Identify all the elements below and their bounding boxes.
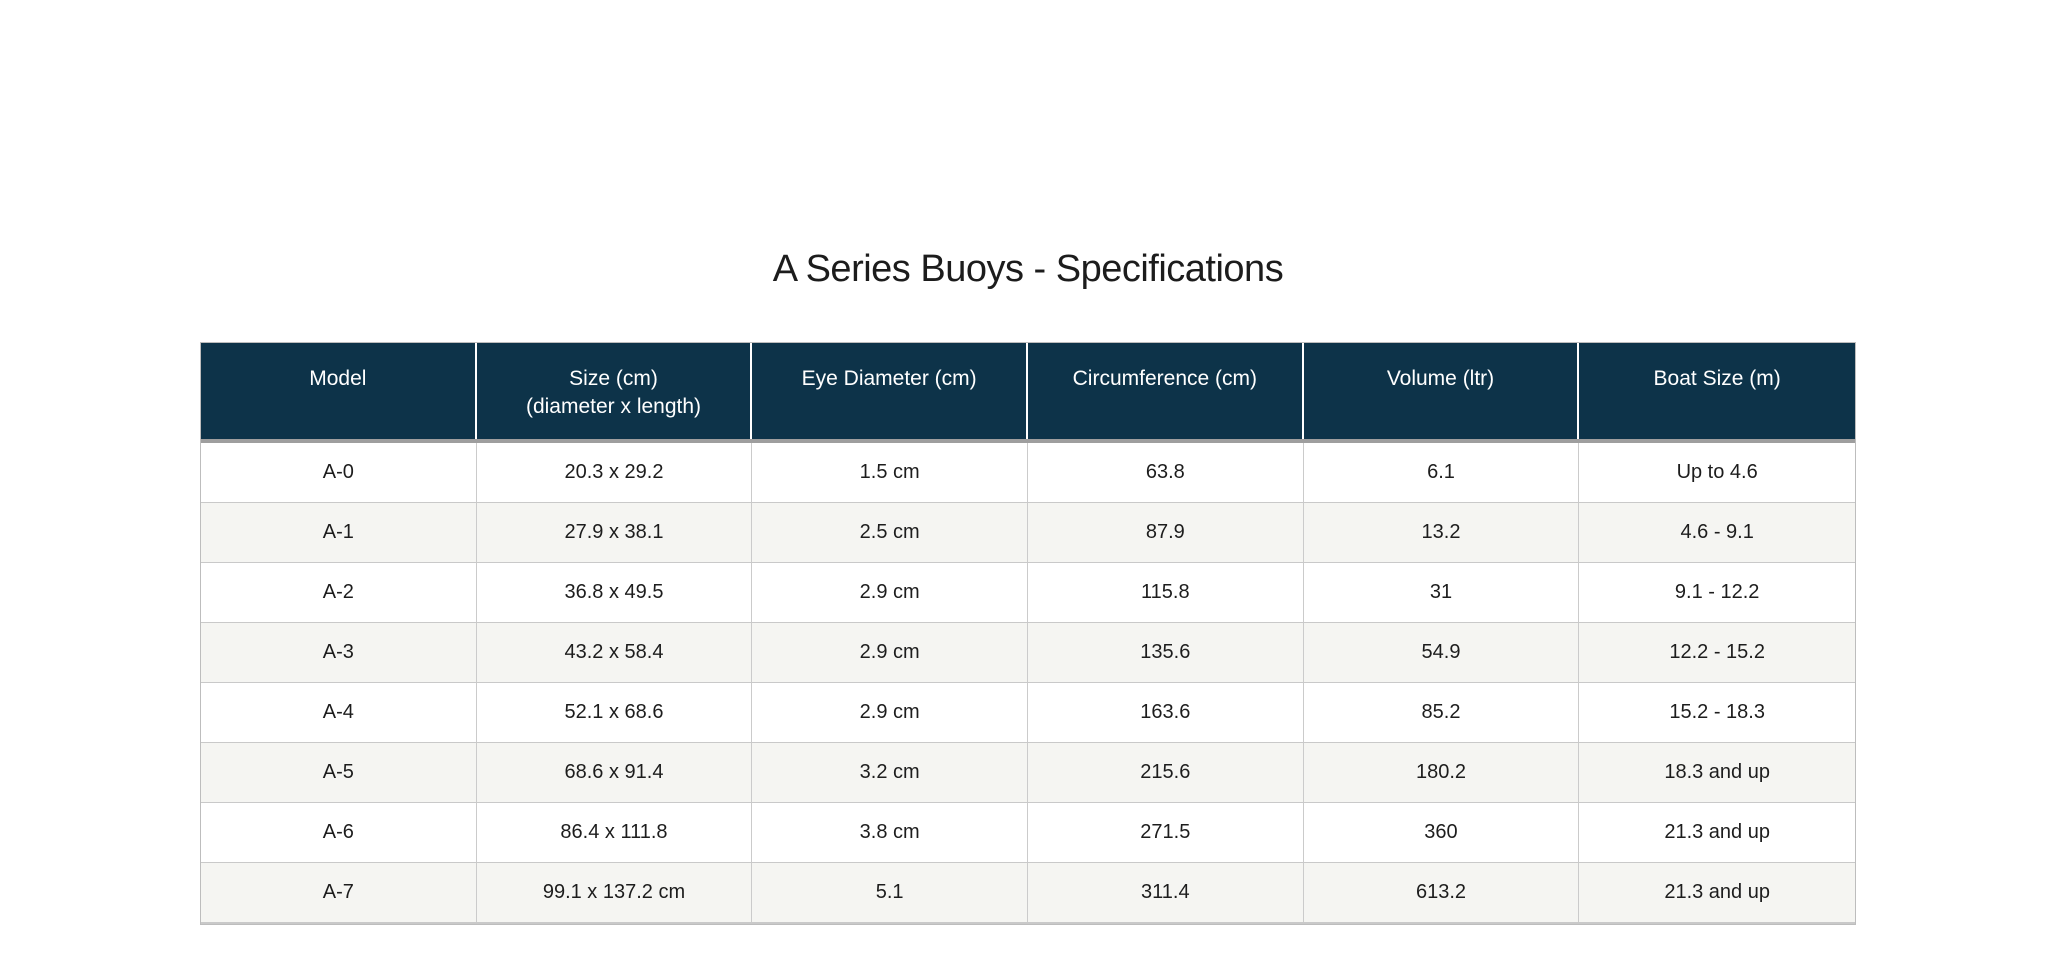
table-cell: 54.9 — [1304, 623, 1580, 682]
header-label: Model — [309, 367, 367, 390]
header-label: Volume (ltr) — [1386, 367, 1495, 390]
header-label: Size (cm) — [569, 367, 658, 390]
table-row: A-4 52.1 x 68.6 2.9 cm 163.6 85.2 15.2 -… — [201, 683, 1855, 743]
table-cell: 613.2 — [1304, 863, 1580, 922]
header-cell-eye-diameter: Eye Diameter (cm) — [752, 343, 1028, 439]
table-cell: A-2 — [201, 563, 477, 622]
table-cell: 31 — [1304, 563, 1580, 622]
table-cell: 311.4 — [1028, 863, 1304, 922]
table-cell: 360 — [1304, 803, 1580, 862]
header-cell-boat-size: Boat Size (m) — [1579, 343, 1855, 439]
table-cell: 86.4 x 111.8 — [477, 803, 753, 862]
table-cell: A-6 — [201, 803, 477, 862]
header-cell-size: Size (cm) (diameter x length) — [477, 343, 753, 439]
table-cell: 180.2 — [1304, 743, 1580, 802]
header-label: Boat Size (m) — [1653, 367, 1781, 390]
table-cell: 135.6 — [1028, 623, 1304, 682]
table-cell: 21.3 and up — [1664, 821, 1770, 843]
table-cell: 115.8 — [1028, 563, 1304, 622]
table-cell: A-5 — [201, 743, 477, 802]
table-cell: 43.2 x 58.4 — [477, 623, 753, 682]
table-cell: 3.2 cm — [752, 743, 1028, 802]
table-cell: A-4 — [201, 683, 477, 742]
table-cell: 15.2 - 18.3 — [1669, 701, 1765, 723]
table-cell: 63.8 — [1028, 443, 1304, 502]
table-cell: A-7 — [201, 863, 477, 922]
table-cell: 215.6 — [1028, 743, 1304, 802]
table-cell: 2.9 cm — [752, 563, 1028, 622]
table-cell: 52.1 x 68.6 — [477, 683, 753, 742]
table-cell: A-0 — [201, 443, 477, 502]
table-cell: 13.2 — [1304, 503, 1580, 562]
spec-table: Model Size (cm) (diameter x length) Eye … — [200, 342, 1856, 925]
table-cell: 9.1 - 12.2 — [1674, 581, 1760, 603]
header-cell-volume: Volume (ltr) — [1304, 343, 1580, 439]
table-cell: 3.8 cm — [752, 803, 1028, 862]
table-cell: 271.5 — [1028, 803, 1304, 862]
page-title: A Series Buoys - Specifications — [772, 248, 1284, 290]
header-sublabel: (diameter x length) — [525, 395, 702, 418]
table-cell: 36.8 x 49.5 — [477, 563, 753, 622]
header-cell-model: Model — [201, 343, 477, 439]
table-row: A-6 86.4 x 111.8 3.8 cm 271.5 360 21.3 a… — [201, 803, 1855, 863]
table-row: A-7 99.1 x 137.2 cm 5.1 311.4 613.2 21.3… — [201, 863, 1855, 924]
table-cell: 2.9 cm — [752, 683, 1028, 742]
table-cell: Up to 4.6 — [1676, 461, 1758, 483]
table-cell: 1.5 cm — [752, 443, 1028, 502]
table-cell: 4.6 - 9.1 — [1680, 521, 1754, 543]
table-cell: 5.1 — [752, 863, 1028, 922]
table-row: A-1 27.9 x 38.1 2.5 cm 87.9 13.2 4.6 - 9… — [201, 503, 1855, 563]
table-row: A-3 43.2 x 58.4 2.9 cm 135.6 54.9 12.2 -… — [201, 623, 1855, 683]
table-cell: 2.9 cm — [752, 623, 1028, 682]
table-cell: 21.3 and up — [1664, 881, 1770, 903]
table-cell: 99.1 x 137.2 cm — [477, 863, 753, 922]
table-cell: 27.9 x 38.1 — [477, 503, 753, 562]
table-row: A-2 36.8 x 49.5 2.9 cm 115.8 31 9.1 - 12… — [201, 563, 1855, 623]
table-body: A-0 20.3 x 29.2 1.5 cm 63.8 6.1 Up to 4.… — [201, 443, 1855, 924]
header-cell-circumference: Circumference (cm) — [1028, 343, 1304, 439]
table-cell: 68.6 x 91.4 — [477, 743, 753, 802]
table-cell: 20.3 x 29.2 — [477, 443, 753, 502]
table-cell: 6.1 — [1304, 443, 1580, 502]
header-label: Eye Diameter (cm) — [801, 367, 977, 390]
table-cell: 12.2 - 15.2 — [1669, 641, 1765, 663]
header-label: Circumference (cm) — [1072, 367, 1257, 390]
table-cell: 2.5 cm — [752, 503, 1028, 562]
table-row: A-0 20.3 x 29.2 1.5 cm 63.8 6.1 Up to 4.… — [201, 443, 1855, 503]
table-header-row: Model Size (cm) (diameter x length) Eye … — [201, 343, 1855, 443]
table-cell: 18.3 and up — [1664, 761, 1770, 783]
table-cell: 85.2 — [1304, 683, 1580, 742]
table-cell: 163.6 — [1028, 683, 1304, 742]
table-row: A-5 68.6 x 91.4 3.2 cm 215.6 180.2 18.3 … — [201, 743, 1855, 803]
table-cell: A-3 — [201, 623, 477, 682]
table-cell: 87.9 — [1028, 503, 1304, 562]
table-cell: A-1 — [201, 503, 477, 562]
